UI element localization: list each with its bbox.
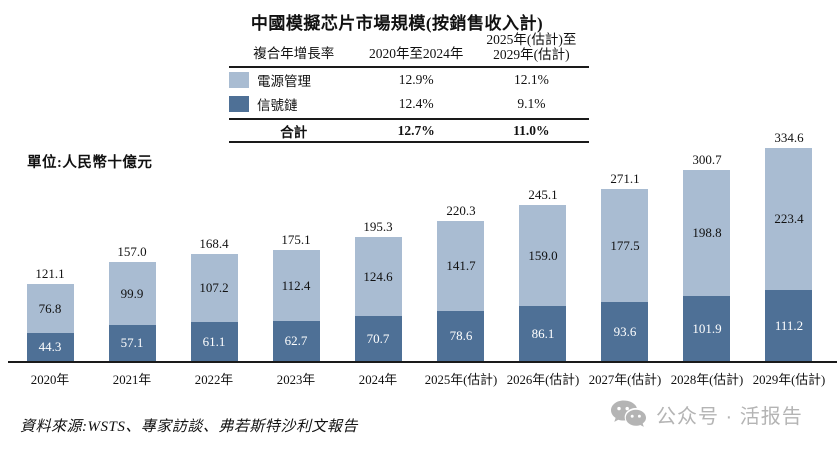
- bar-segment-power-management: [191, 254, 238, 322]
- cagr-header-2025-2029-line2: 2029年(估計): [493, 46, 570, 62]
- x-axis-tick-label: 2026年(估計): [506, 373, 580, 387]
- unit-label: 單位:人民幣十億元: [27, 155, 153, 171]
- legend-swatch-power-management: [229, 72, 249, 89]
- cagr-header-2025-2029-line1: 2025年(估計)至: [486, 32, 577, 47]
- row-label-signal-chain: 信號鏈: [257, 98, 298, 114]
- x-axis-tick-label: 2028年(估計): [670, 373, 744, 387]
- bar-total-label: 168.4: [199, 236, 229, 251]
- bar-total-label: 157.0: [117, 244, 147, 259]
- total-cagr-2020-2024: 12.7%: [397, 122, 435, 138]
- bar-total-label: 300.7: [692, 152, 722, 167]
- legend-swatch-signal-chain: [229, 96, 249, 113]
- bar-value-power-management: 112.4: [281, 278, 311, 293]
- bar-value-signal-chain: 61.1: [202, 334, 226, 349]
- cagr-header-label: 複合年增長率: [253, 46, 335, 62]
- bar-segment-power-management: [109, 262, 156, 325]
- bar-value-signal-chain: 111.2: [774, 318, 804, 333]
- bar-value-power-management: 198.8: [692, 225, 722, 240]
- bar-total-label: 271.1: [610, 171, 640, 186]
- bar-segment-signal-chain: [355, 316, 402, 361]
- bar-segment-power-management: [437, 221, 484, 311]
- bar-segment-power-management: [683, 170, 730, 296]
- bar-value-power-management: 76.8: [38, 301, 62, 316]
- x-axis-line: [8, 361, 837, 363]
- bar-value-signal-chain: 62.7: [284, 333, 308, 348]
- x-axis-tick-label: 2029年(估計): [752, 373, 826, 387]
- x-axis-tick-label: 2020年: [30, 373, 70, 387]
- table-double-rule: [229, 118, 589, 121]
- x-axis-tick-label: 2021年: [112, 373, 152, 387]
- bar-value-power-management: 99.9: [120, 286, 144, 301]
- bar-segment-signal-chain: [683, 296, 730, 361]
- bar-segment-power-management: [355, 237, 402, 316]
- bar-segment-power-management: [273, 250, 320, 321]
- bar-value-signal-chain: 44.3: [38, 339, 62, 354]
- power-management-cagr-2020-2024: 12.9%: [398, 72, 434, 88]
- bar-total-label: 175.1: [281, 232, 311, 247]
- bar-segment-signal-chain: [437, 311, 484, 361]
- cagr-header-2025-2029: 2025年(估計)至 2029年(估計): [474, 32, 589, 62]
- bar-total-label: 195.3: [363, 219, 393, 234]
- bar-segment-signal-chain: [765, 290, 812, 361]
- power-management-cagr-2025-2029: 12.1%: [513, 72, 549, 88]
- cagr-header-2020-2024: 2020年至2024年: [368, 46, 464, 62]
- bar-value-power-management: 107.2: [199, 280, 229, 295]
- bar-segment-signal-chain: [601, 302, 648, 361]
- bar-segment-power-management: [27, 284, 74, 333]
- bar-total-label: 245.1: [528, 187, 558, 202]
- bar-value-power-management: 223.4: [774, 211, 804, 226]
- bar-segment-power-management: [601, 189, 648, 302]
- table-row-total: 合計 12.7% 11.0%: [229, 120, 589, 144]
- bar-value-signal-chain: 101.9: [692, 321, 722, 336]
- watermark-text: 公众号 · 活报告: [656, 405, 803, 428]
- bar-total-label: 220.3: [446, 203, 476, 218]
- x-axis-tick-label: 2023年: [276, 373, 316, 387]
- bar-value-power-management: 159.0: [528, 248, 558, 263]
- x-axis-tick-label: 2022年: [194, 373, 234, 387]
- cagr-table-header-row: 複合年增長率 2020年至2024年 2025年(估計)至 2029年(估計): [229, 32, 589, 69]
- bar-total-label: 121.1: [35, 266, 65, 281]
- bar-total-label: 334.6: [774, 130, 804, 145]
- cagr-table: 複合年增長率 2020年至2024年 2025年(估計)至 2029年(估計) …: [229, 32, 589, 144]
- bar-value-power-management: 141.7: [446, 258, 476, 273]
- chart-title: 中國模擬芯片市場規模(按銷售收入計): [250, 14, 544, 33]
- signal-chain-cagr-2025-2029: 9.1%: [517, 96, 546, 112]
- bar-segment-power-management: [765, 148, 812, 290]
- bar-segment-signal-chain: [191, 322, 238, 361]
- bar-segment-power-management: [519, 205, 566, 306]
- bar-value-signal-chain: 86.1: [531, 326, 555, 341]
- bar-value-signal-chain: 57.1: [120, 335, 144, 350]
- signal-chain-cagr-2020-2024: 12.4%: [398, 96, 434, 112]
- table-row-signal-chain: 信號鏈 12.4% 9.1%: [229, 92, 589, 116]
- bar-value-signal-chain: 93.6: [613, 324, 637, 339]
- bar-segment-signal-chain: [273, 321, 320, 361]
- bar-segment-signal-chain: [519, 306, 566, 361]
- bar-segment-signal-chain: [27, 333, 74, 361]
- bar-value-power-management: 124.6: [363, 269, 393, 284]
- x-axis-tick-label: 2025年(估計): [424, 373, 498, 387]
- row-label-power-management: 電源管理: [257, 74, 311, 90]
- total-label: 合計: [280, 124, 308, 140]
- wechat-icon: [611, 400, 646, 427]
- table-row-power-management: 電源管理 12.9% 12.1%: [229, 68, 589, 92]
- bar-value-signal-chain: 70.7: [366, 331, 390, 346]
- source-note: 資料來源:WSTS、專家訪談、弗若斯特沙利文報告: [20, 419, 358, 435]
- x-axis-tick-label: 2024年: [358, 373, 398, 387]
- x-axis-tick-label: 2027年(估計): [588, 373, 662, 387]
- watermark: 公众号 · 活报告: [610, 399, 803, 429]
- bar-segment-signal-chain: [109, 325, 156, 361]
- bar-value-signal-chain: 78.6: [449, 328, 473, 343]
- total-cagr-2025-2029: 11.0%: [513, 122, 550, 138]
- bar-value-power-management: 177.5: [610, 238, 640, 253]
